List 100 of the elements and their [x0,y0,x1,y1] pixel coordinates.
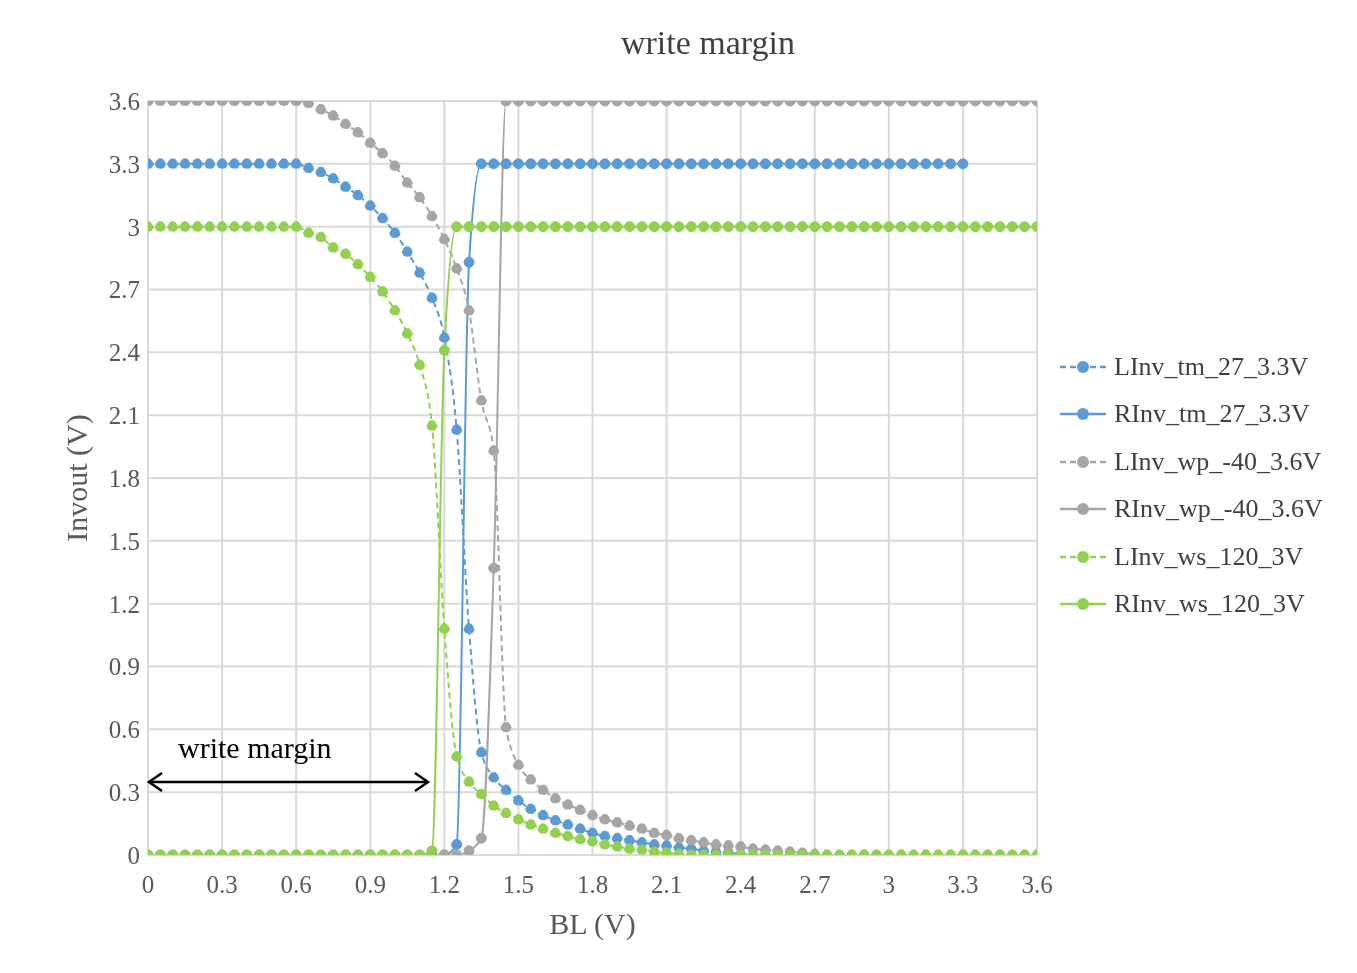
point [290,158,302,170]
annotation: write margin [178,731,332,765]
chart-title: write margin [619,24,797,62]
y-tick-label: 2.7 [108,276,140,304]
point [204,158,216,170]
point [488,158,500,170]
point [574,158,586,170]
point [253,158,265,170]
point [278,158,290,170]
point [920,158,932,170]
legend-label: LInv_wp_-40_3.6V [1114,446,1322,477]
point [389,227,401,239]
point [549,814,561,826]
point [846,158,858,170]
y-tick-label: 1.5 [108,527,140,555]
x-tick-label: 1.8 [576,870,609,898]
y-tick-label: 1.8 [108,464,140,492]
point [463,256,475,268]
point [512,795,524,807]
point [784,158,796,170]
point [932,158,944,170]
point [821,158,833,170]
point [587,158,598,170]
legend-label: LInv_ws_120_3V [1114,541,1304,572]
x-tick-label: 2.7 [799,870,831,898]
legend-label: RInv_ws_120_3V [1114,589,1305,620]
point [908,158,920,170]
point [167,158,179,170]
point [858,158,870,170]
x-tick-label: 2.1 [650,870,683,898]
point [414,267,426,279]
legend-label: RInv_tm_27_3.3V [1114,399,1310,430]
point [883,158,895,170]
point [636,158,648,170]
point [340,181,352,193]
point [562,158,574,170]
point [463,623,475,635]
point [624,158,636,170]
point [537,809,549,821]
point [710,158,722,170]
x-tick-label: 0.6 [280,870,312,898]
point [154,158,166,170]
point [809,158,821,170]
point [525,158,537,170]
point [265,158,277,170]
x-tick-label: 0.9 [354,870,386,898]
y-tick-label: 0.9 [108,653,140,681]
point [191,158,203,170]
point [895,158,907,170]
point [475,158,487,170]
point [327,172,339,184]
point [722,158,734,170]
point [772,158,784,170]
point [574,823,586,835]
x-tick-label: 1.2 [428,870,460,898]
y-tick-label: 3.6 [108,87,140,115]
x-axis-title: BL (V) [549,907,636,942]
y-tick-label: 0.6 [108,716,140,744]
point [241,158,253,170]
legend-label: RInv_wp_-40_3.6V [1114,494,1323,525]
y-tick-label: 3 [127,213,140,241]
y-tick-label: 3.3 [108,150,140,178]
point [796,158,808,170]
x-tick-label: 3 [882,870,896,898]
point [303,162,315,174]
y-tick-label: 1.2 [108,590,140,618]
point [500,158,512,170]
y-tick-label: 2.4 [108,339,141,367]
point [870,158,882,170]
point [364,200,376,212]
point [549,158,561,170]
point [426,292,438,304]
x-tick-label: 3.6 [1021,870,1053,898]
y-tick-label: 0.3 [108,779,140,807]
point [833,158,845,170]
point [537,158,549,170]
point [216,158,228,170]
point [957,158,969,170]
point [599,158,611,170]
y-axis-title: Invout (V) [59,414,94,542]
point [228,158,240,170]
x-tick-label: 1.5 [502,870,535,898]
point [352,189,364,201]
x-tick-label: 3.3 [947,870,979,898]
point [525,803,537,815]
point [179,158,191,170]
point [673,158,685,170]
x-tick-label: 0.3 [206,870,238,898]
point [475,746,487,758]
point [747,158,759,170]
point [611,158,623,170]
point [512,158,524,170]
y-tick-label: 2.1 [108,402,140,430]
point [562,819,574,831]
point [451,839,463,851]
point [438,332,450,344]
y-tick-label: 0 [127,841,140,869]
point [648,158,660,170]
point [315,166,327,178]
x-tick-label: 2.4 [725,870,757,898]
